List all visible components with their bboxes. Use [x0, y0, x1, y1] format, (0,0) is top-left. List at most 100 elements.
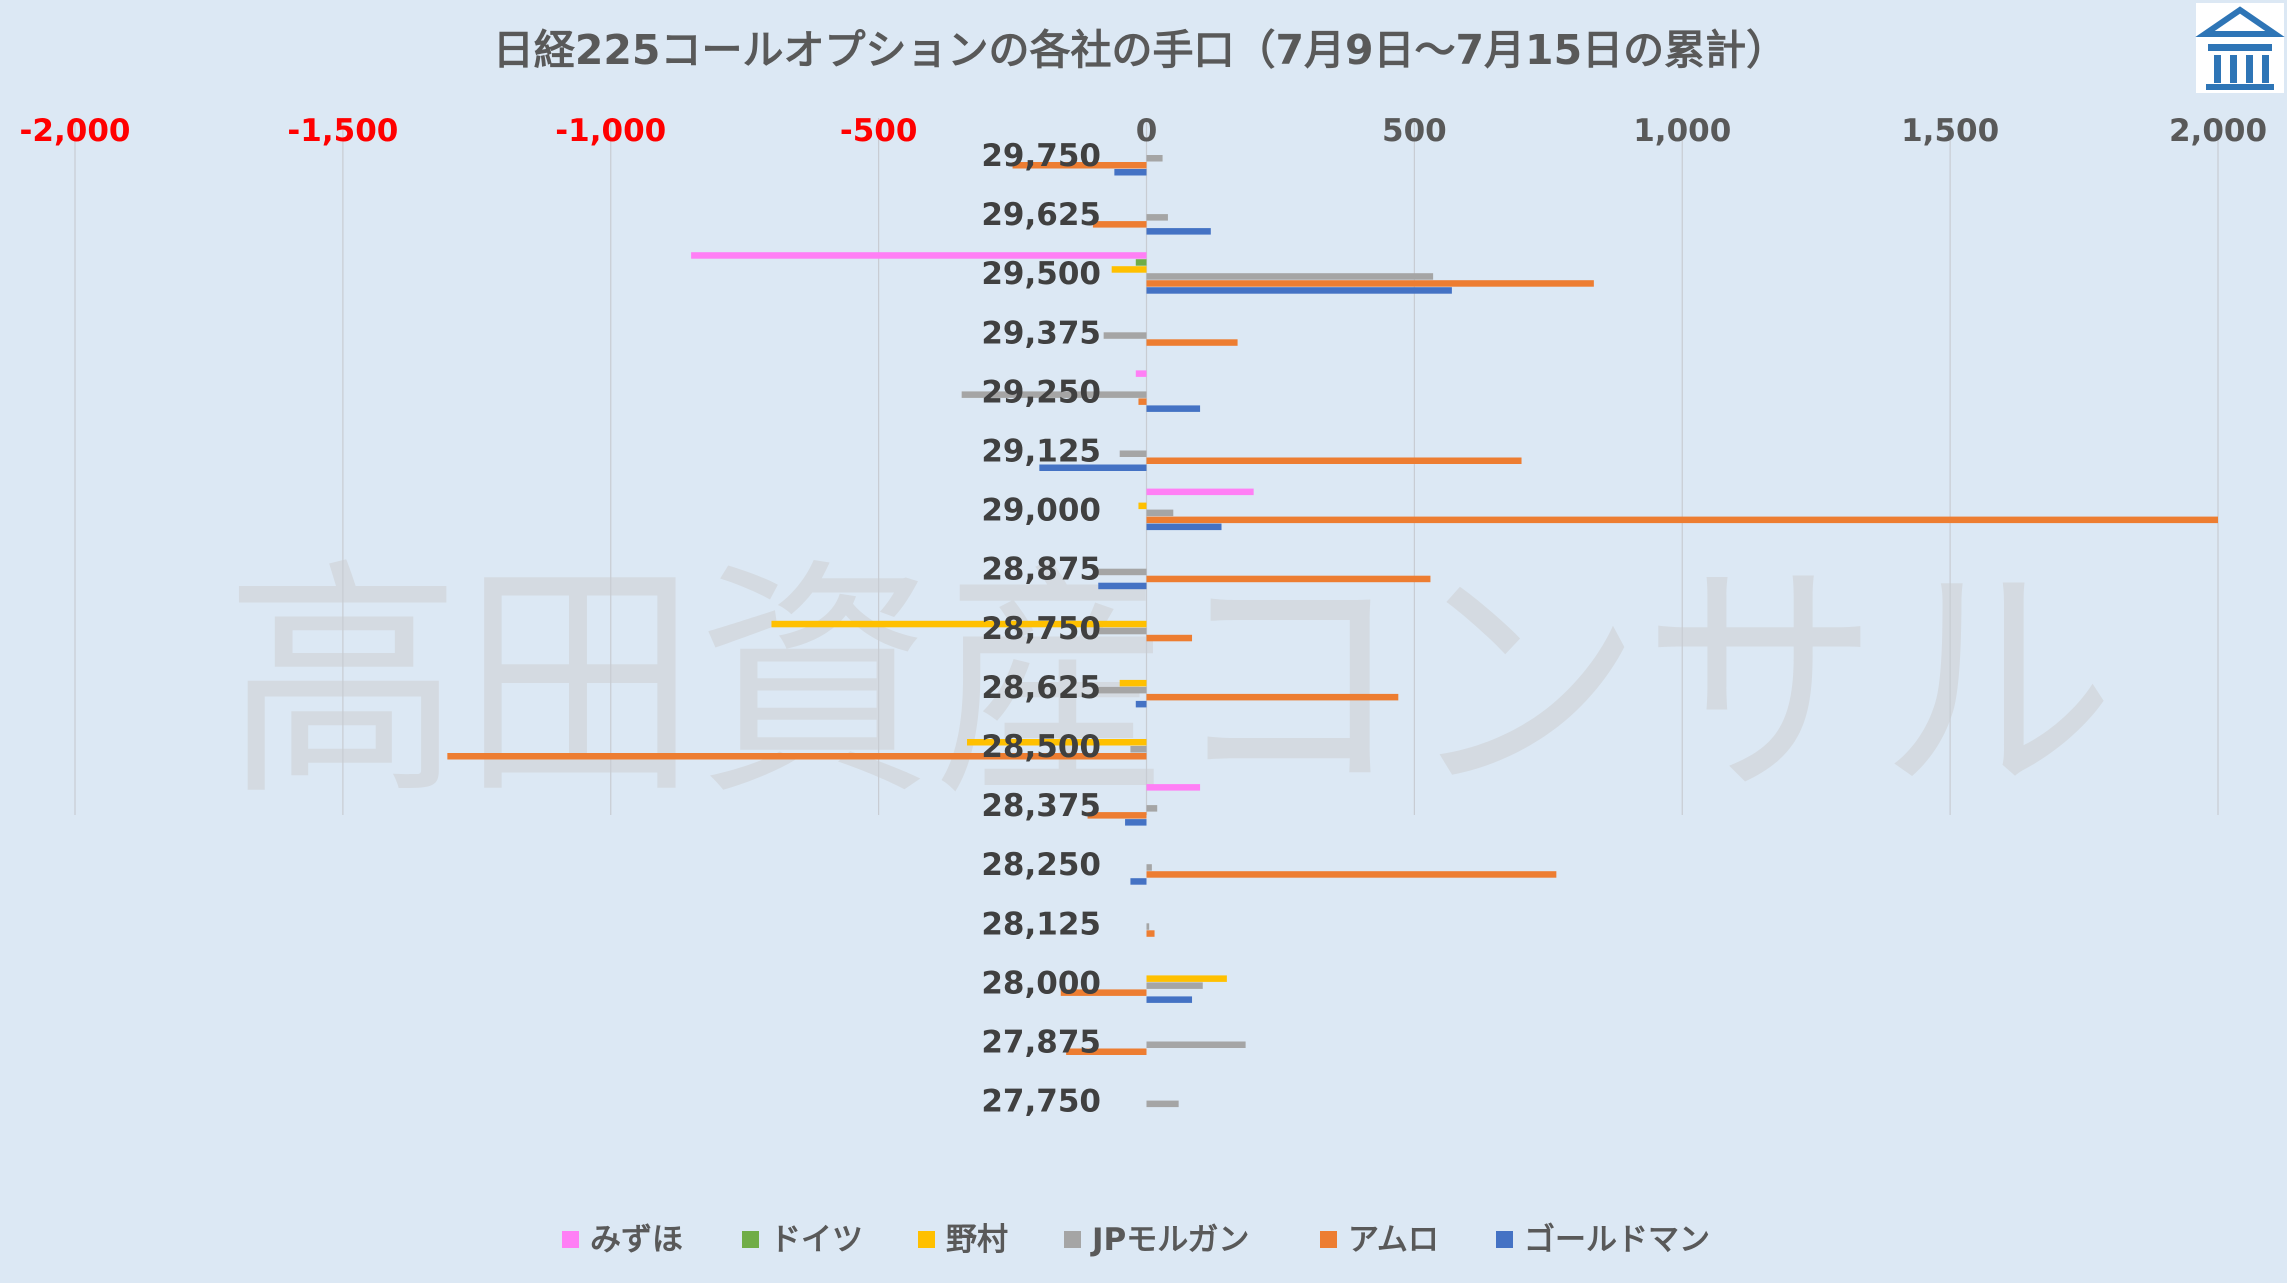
bar [1146, 805, 1158, 812]
bar [1146, 214, 1168, 221]
bar [1146, 287, 1452, 294]
bar [1146, 975, 1227, 982]
bar [1098, 686, 1147, 694]
bar [771, 620, 1147, 628]
bar [1130, 746, 1147, 753]
bar [961, 391, 1147, 398]
bar [1146, 228, 1211, 235]
bar [1146, 155, 1163, 162]
bar [1146, 864, 1152, 871]
legend-swatch [1064, 1231, 1081, 1248]
legend-label: アムロ [1348, 1222, 1439, 1258]
x-tick-label: 1,000 [1633, 113, 1731, 149]
bar [1092, 221, 1147, 228]
bar [1146, 457, 1522, 464]
bar [1146, 575, 1431, 583]
bar [1146, 280, 1594, 287]
bar [691, 252, 1147, 259]
category-label: 28,000 [981, 965, 1101, 1001]
legend-swatch [1320, 1231, 1337, 1248]
bar [1135, 370, 1147, 377]
bar [1146, 339, 1238, 346]
legend: みずほ ドイツ 野村 JPモルガン アムロ ゴールドマン [562, 1222, 1710, 1258]
bar [1146, 405, 1201, 412]
bar [1146, 784, 1201, 791]
bar [1135, 700, 1147, 708]
legend-label: 野村 [946, 1222, 1008, 1258]
legend-label: JPモルガン [1090, 1222, 1249, 1258]
bars-layer [447, 155, 2218, 1108]
bar [1111, 266, 1147, 273]
bar [1103, 332, 1147, 339]
x-tick-label: -1,500 [287, 113, 398, 149]
x-tick-label: -1,000 [555, 113, 666, 149]
x-tick-label: 500 [1382, 113, 1447, 149]
bar [1146, 1100, 1179, 1108]
bar [1135, 259, 1147, 266]
category-label: 29,375 [981, 315, 1101, 351]
bar [967, 739, 1147, 746]
bar [1146, 996, 1193, 1003]
category-label: 27,750 [981, 1084, 1101, 1120]
bar [1146, 516, 2218, 524]
x-tick-label: -2,000 [20, 113, 131, 149]
bar [1098, 568, 1147, 576]
legend-label: ゴールドマン [1524, 1222, 1710, 1258]
category-label: 28,625 [981, 670, 1101, 706]
x-tick-label: 0 [1136, 113, 1158, 149]
bar [1146, 923, 1150, 930]
legend-swatch [918, 1231, 935, 1248]
category-label: 27,875 [981, 1025, 1101, 1061]
bar [1125, 819, 1147, 826]
category-label: 28,250 [981, 847, 1101, 883]
bar [1119, 450, 1147, 457]
logo-icon [2195, 3, 2285, 93]
bar [1138, 502, 1147, 510]
bar [1146, 509, 1174, 517]
bar [1138, 398, 1147, 405]
category-label: 28,500 [981, 729, 1101, 765]
category-label: 29,250 [981, 374, 1101, 410]
legend-label: みずほ [590, 1222, 683, 1258]
bar [1130, 878, 1147, 885]
category-label: 28,875 [981, 552, 1101, 588]
x-tick-label: 1,500 [1901, 113, 1999, 149]
category-label: 28,375 [981, 788, 1101, 824]
category-label: 29,125 [981, 434, 1101, 470]
legend-swatch [1496, 1231, 1513, 1248]
bar [1087, 812, 1147, 819]
tick-layer: -2,000 -1,500 -1,000 -500 0 500 1,000 1,500 2,00… [20, 113, 2267, 149]
bar [1039, 464, 1147, 471]
category-label: 29,500 [981, 256, 1101, 292]
category-label: 29,000 [981, 493, 1101, 529]
category-label: 28,125 [981, 906, 1101, 942]
bar [1146, 693, 1399, 701]
legend-swatch [742, 1231, 759, 1248]
bar [1146, 273, 1434, 280]
bar [1146, 1041, 1246, 1048]
category-label-layer: 29,750 29,625 29,500 29,375 29,250 29,125 29,0… [981, 138, 1101, 1120]
legend-label: ドイツ [770, 1222, 863, 1258]
bar [1098, 582, 1147, 590]
category-label: 29,750 [981, 138, 1101, 174]
watermark-layer: 高田資産コンサル [225, 538, 2115, 829]
legend-swatch [562, 1231, 579, 1248]
bar [1146, 930, 1155, 937]
bar [1012, 162, 1147, 169]
x-tick-label: 2,000 [2169, 113, 2267, 149]
category-label: 29,625 [981, 197, 1101, 233]
bar [1146, 982, 1203, 989]
bar [1066, 1048, 1147, 1055]
bar [1146, 634, 1193, 642]
bar [1114, 169, 1147, 176]
bar [1146, 488, 1254, 496]
bar [1119, 679, 1147, 687]
bar [447, 753, 1147, 760]
chart-title: 日経225コールオプションの各社の手口（7月9日～7月15日の累計） [493, 26, 1787, 74]
x-tick-label: -500 [840, 113, 918, 149]
bar [1060, 989, 1147, 996]
category-label: 28,750 [981, 611, 1101, 647]
bar [1098, 627, 1147, 635]
